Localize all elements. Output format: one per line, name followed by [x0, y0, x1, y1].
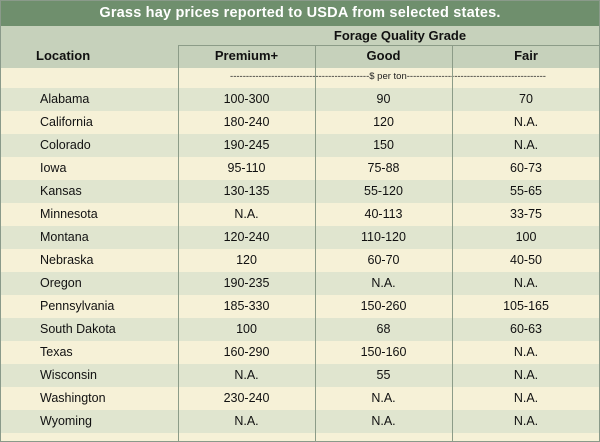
fair-price-cell: 105-165 [503, 299, 549, 313]
location-cell: South Dakota [40, 322, 116, 336]
fair-price-cell: 100 [515, 230, 537, 244]
good-price-cell: 90 [376, 92, 391, 106]
fair-price-cell: N.A. [513, 138, 539, 152]
good-price-cell: 55 [376, 368, 391, 382]
units-label: ----------------------------------------… [230, 71, 546, 82]
column-divider [178, 45, 179, 442]
table-row: Alabama 100-300 90 70 [0, 88, 600, 111]
good-price-cell: 55-120 [364, 184, 403, 198]
table-row: Minnesota N.A. 40-113 33-75 [0, 203, 600, 226]
premium-price-cell: 95-110 [227, 161, 266, 175]
good-price-cell: 150-160 [360, 345, 407, 359]
table-row: Colorado 190-245 150 N.A. [0, 134, 600, 157]
grade-group-rule [178, 45, 600, 46]
fair-price-cell: N.A. [513, 391, 539, 405]
table-row: Texas 160-290 150-160 N.A. [0, 341, 600, 364]
fair-price-cell: 33-75 [510, 207, 542, 221]
fair-price-cell: N.A. [513, 115, 539, 129]
premium-price-cell: 190-245 [223, 138, 270, 152]
good-price-cell: 120 [373, 115, 394, 129]
column-divider [315, 45, 316, 442]
location-cell: California [40, 115, 93, 129]
location-cell: Iowa [40, 161, 67, 175]
good-price-cell: 75-88 [367, 161, 400, 175]
premium-price-cell: N.A. [234, 368, 259, 382]
fair-price-cell: 70 [519, 92, 533, 106]
good-column-header: Good [366, 48, 401, 63]
good-price-cell: 150-260 [360, 299, 407, 313]
location-cell: Minnesota [40, 207, 98, 221]
table-row: Iowa 95-110 75-88 60-73 [0, 157, 600, 180]
premium-price-cell: 100-300 [223, 92, 270, 106]
premium-price-cell: 180-240 [223, 115, 270, 129]
location-cell: Oregon [40, 276, 82, 290]
premium-price-cell: 100 [236, 322, 257, 336]
premium-price-cell: 190-235 [223, 276, 270, 290]
good-price-cell: 60-70 [367, 253, 400, 267]
location-cell: Colorado [40, 138, 91, 152]
premium-price-cell: N.A. [234, 414, 259, 428]
good-price-cell: 68 [376, 322, 391, 336]
table-row: Wisconsin N.A. 55 N.A. [0, 364, 600, 387]
fair-price-cell: 60-73 [510, 161, 542, 175]
location-cell: Wisconsin [40, 368, 97, 382]
fair-price-cell: N.A. [513, 345, 539, 359]
column-divider [452, 45, 453, 442]
premium-price-cell: 130-135 [223, 184, 270, 198]
fair-price-cell: 55-65 [510, 184, 542, 198]
location-cell: Alabama [40, 92, 90, 106]
table-row: Kansas 130-135 55-120 55-65 [0, 180, 600, 203]
premium-price-cell: 185-330 [223, 299, 270, 313]
table-row: Washington 230-240 N.A. N.A. [0, 387, 600, 410]
location-column-header: Location [36, 48, 91, 63]
grade-group-header: Forage Quality Grade [333, 28, 467, 43]
location-cell: Wyoming [40, 414, 92, 428]
premium-price-cell: 230-240 [223, 391, 270, 405]
location-cell: Montana [40, 230, 89, 244]
table-row: Wyoming N.A. N.A. N.A. [0, 410, 600, 433]
table-row: Montana 120-240 110-120 100 [0, 226, 600, 249]
good-price-cell: N.A. [371, 414, 396, 428]
table-header [0, 26, 600, 68]
table-row: California 180-240 120 N.A. [0, 111, 600, 134]
fair-price-cell: N.A. [513, 368, 539, 382]
location-cell: Washington [40, 391, 106, 405]
good-price-cell: N.A. [371, 391, 396, 405]
good-price-cell: N.A. [371, 276, 396, 290]
table-row: Oregon 190-235 N.A. N.A. [0, 272, 600, 295]
location-cell: Pennsylvania [40, 299, 115, 313]
fair-price-cell: 40-50 [510, 253, 542, 267]
location-cell: Texas [40, 345, 73, 359]
good-price-cell: 150 [373, 138, 394, 152]
premium-column-header: Premium+ [214, 48, 279, 63]
location-cell: Nebraska [40, 253, 94, 267]
premium-price-cell: N.A. [234, 207, 259, 221]
table-row: Pennsylvania 185-330 150-260 105-165 [0, 295, 600, 318]
good-price-cell: 40-113 [364, 207, 403, 221]
table-row: Nebraska 120 60-70 40-50 [0, 249, 600, 272]
fair-price-cell: N.A. [513, 276, 539, 290]
location-cell: Kansas [40, 184, 82, 198]
premium-price-cell: 120 [236, 253, 257, 267]
fair-column-header: Fair [514, 48, 538, 63]
fair-price-cell: N.A. [513, 414, 539, 428]
premium-price-cell: 160-290 [223, 345, 270, 359]
table-row: South Dakota 100 68 60-63 [0, 318, 600, 341]
table-title: Grass hay prices reported to USDA from s… [0, 0, 600, 26]
good-price-cell: 110-120 [361, 230, 406, 244]
premium-price-cell: 120-240 [223, 230, 270, 244]
fair-price-cell: 60-63 [510, 322, 542, 336]
